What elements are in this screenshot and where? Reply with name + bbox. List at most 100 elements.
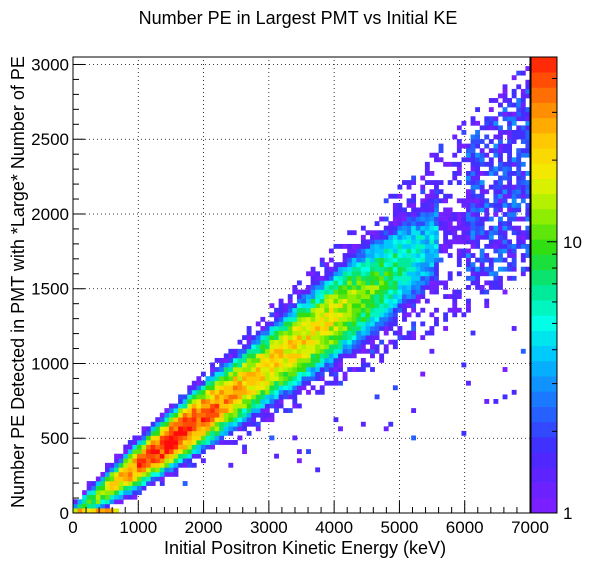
heatmap-bin (210, 435, 215, 441)
heatmap-bin (502, 171, 508, 176)
heatmap-bin (516, 184, 522, 190)
heatmap-bin (136, 485, 142, 491)
heatmap-bin (365, 307, 371, 313)
heatmap-bin (333, 271, 339, 277)
heatmap-bin (370, 280, 375, 286)
x-tick-label: 4000 (315, 518, 353, 537)
heatmap-bin (475, 230, 481, 236)
heatmap-bin (411, 307, 417, 313)
heatmap-bin (264, 385, 270, 391)
heatmap-bin (516, 116, 522, 122)
heatmap-bin (301, 353, 307, 359)
heatmap-bin (370, 303, 375, 309)
heatmap-bin (424, 262, 430, 268)
heatmap-bin (411, 335, 417, 341)
heatmap-bin (324, 271, 330, 277)
heatmap-bin (191, 380, 197, 386)
heatmap-bin (310, 303, 316, 309)
heatmap-bin (146, 462, 151, 468)
heatmap-bin (333, 339, 339, 345)
heatmap-bin (356, 280, 362, 286)
heatmap-bin (392, 321, 398, 327)
heatmap-bin (292, 330, 298, 336)
y-tick-label: 2000 (31, 205, 69, 224)
heatmap-bin (356, 298, 362, 304)
colorbar-segment (531, 57, 557, 73)
heatmap-bin (219, 367, 225, 372)
heatmap-bin (95, 499, 101, 505)
heatmap-bin (283, 344, 289, 350)
heatmap-bin (104, 508, 110, 513)
heatmap-bin (219, 376, 225, 382)
heatmap-bin (397, 280, 403, 286)
heatmap-bin (155, 462, 161, 468)
heatmap-bin (315, 389, 321, 395)
heatmap-bin (246, 330, 252, 336)
heatmap-bin (324, 303, 330, 309)
heatmap-bin (104, 494, 110, 500)
heatmap-bin (484, 266, 490, 272)
heatmap-bin (488, 262, 494, 268)
heatmap-bin (411, 321, 417, 327)
heatmap-bin (319, 371, 325, 377)
heatmap-bin (525, 139, 531, 144)
heatmap-bin (443, 221, 449, 227)
heatmap-bin (187, 408, 193, 413)
heatmap-bin (132, 494, 138, 500)
heatmap-bin (237, 339, 243, 345)
heatmap-bin (296, 344, 302, 350)
heatmap-bin (296, 307, 302, 313)
heatmap-bin (150, 430, 156, 436)
heatmap-bin (388, 271, 394, 277)
heatmap-bin (498, 202, 503, 208)
heatmap-bin (86, 485, 92, 491)
heatmap-bin (351, 271, 357, 277)
heatmap-bin (287, 362, 293, 368)
heatmap-bin (520, 253, 526, 258)
heatmap-bin (242, 399, 247, 404)
heatmap-bin (470, 230, 476, 236)
heatmap-bin (525, 143, 531, 149)
heatmap-bin (520, 111, 526, 117)
heatmap-bin (447, 193, 453, 199)
heatmap-bin (91, 494, 97, 500)
heatmap-bin (379, 216, 385, 222)
heatmap-bin (127, 458, 133, 464)
heatmap-bin (342, 243, 348, 249)
heatmap-bin (383, 271, 389, 277)
heatmap-bin (420, 253, 426, 258)
heatmap-bin (287, 321, 293, 327)
heatmap-bin (205, 385, 211, 391)
heatmap-bin (392, 312, 398, 318)
heatmap-bin (283, 348, 289, 354)
heatmap-bin (324, 321, 330, 327)
heatmap-bin (406, 184, 412, 190)
heatmap-bin (443, 316, 449, 322)
heatmap-bin (402, 257, 407, 263)
heatmap-bin (479, 148, 485, 154)
heatmap-bin (219, 403, 225, 409)
heatmap-bin (383, 257, 389, 263)
heatmap-bin (141, 435, 147, 441)
heatmap-bin (296, 280, 302, 286)
heatmap-bin (347, 262, 353, 268)
heatmap-bin (392, 216, 398, 222)
heatmap-bin (420, 271, 426, 277)
heatmap-bin (200, 371, 206, 377)
heatmap-bin (356, 307, 362, 313)
heatmap-bin (498, 111, 503, 117)
heatmap-bin (360, 344, 366, 350)
heatmap-bin (415, 230, 421, 236)
heatmap-bin (452, 239, 458, 245)
heatmap-bin (447, 239, 453, 245)
heatmap-bin (374, 262, 380, 268)
heatmap-bin (475, 275, 481, 281)
heatmap-bin (351, 280, 357, 286)
heatmap-bin (470, 180, 476, 185)
heatmap-bin (466, 221, 471, 227)
heatmap-bin (173, 435, 179, 441)
heatmap-bin (424, 230, 430, 236)
heatmap-bin (214, 385, 220, 391)
heatmap-bin (520, 257, 526, 263)
